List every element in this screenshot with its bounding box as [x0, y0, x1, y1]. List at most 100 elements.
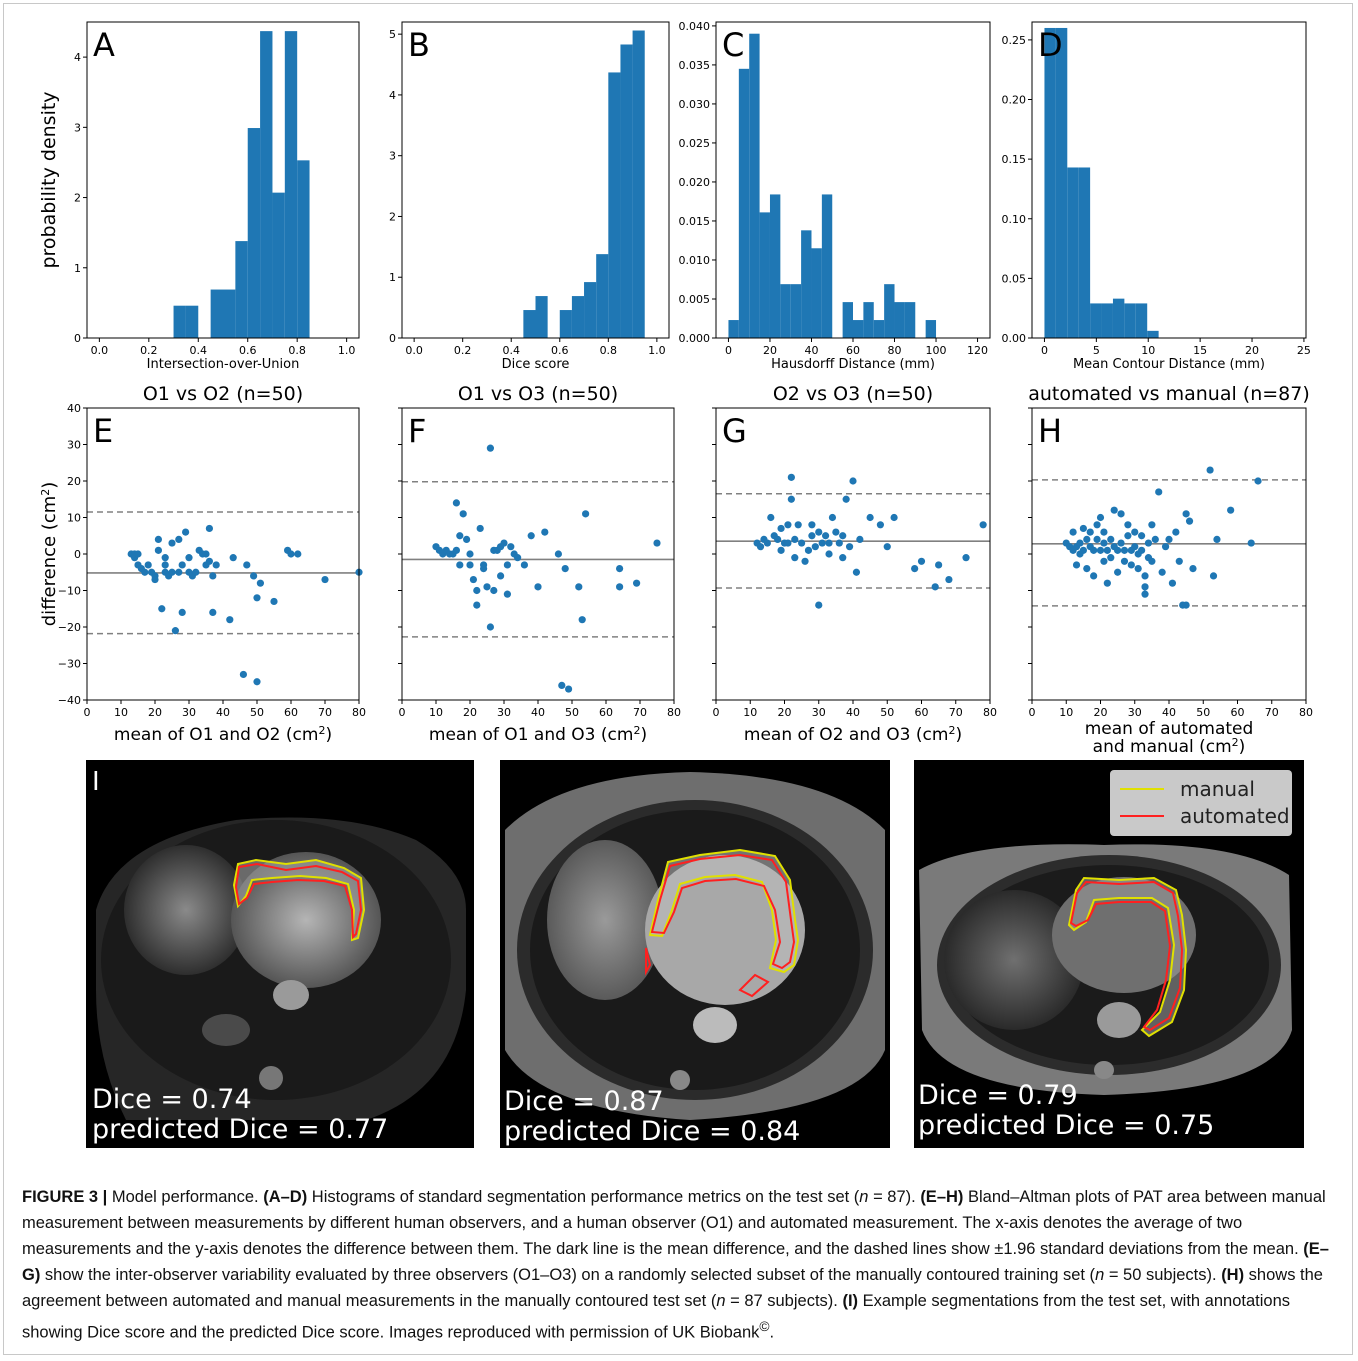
scatter-point	[558, 681, 566, 690]
scatter-point	[1124, 532, 1132, 540]
histogram-bar	[1078, 167, 1091, 338]
scatter-point	[459, 510, 467, 518]
scatter-point	[168, 539, 176, 547]
histogram-bar	[185, 305, 199, 338]
automated-contour-3	[1069, 880, 1184, 1032]
dice-label-1: Dice = 0.74	[92, 1084, 252, 1115]
panel-letter-e: E	[93, 412, 113, 450]
scatter-point	[1185, 517, 1194, 525]
scatter-point	[161, 554, 169, 562]
y-tick-label: 0.035	[679, 59, 711, 72]
x-tick-label: 1.0	[338, 344, 356, 357]
scatter-point	[175, 535, 183, 544]
scatter-point	[1107, 535, 1115, 544]
mri-slice-3: Dice = 0.79 predicted Dice = 0.75 manual…	[918, 770, 1292, 1141]
scatter-point	[243, 561, 251, 569]
scatter-point	[1093, 535, 1101, 544]
scatter-point	[256, 579, 264, 587]
y-tick-label: 2	[389, 210, 396, 223]
y-tick-label: −20	[58, 621, 81, 634]
y-tick-label: 3	[389, 150, 396, 163]
x-tick-label: 20	[148, 706, 162, 719]
histogram-bar	[620, 44, 633, 338]
x-tick-label: 20	[1094, 706, 1108, 719]
histogram-bar	[1147, 330, 1159, 338]
scatter-point	[1141, 583, 1149, 591]
scatter-point	[527, 532, 535, 540]
x-tick-label: 70	[633, 706, 647, 719]
y-tick-label: 0.15	[1002, 153, 1027, 166]
scatter-point	[456, 561, 464, 569]
scatter-point	[1100, 528, 1108, 536]
y-tick-label: 10	[67, 512, 81, 525]
scatter-point	[1096, 513, 1105, 522]
scatter-point	[1144, 539, 1153, 547]
x-tick-label: 80	[983, 706, 997, 719]
histogram-bar	[1044, 27, 1056, 338]
scatter-point	[791, 554, 799, 562]
scatter-point	[1093, 521, 1101, 529]
scatter-point	[1114, 546, 1122, 554]
scatter-point	[794, 521, 802, 529]
x-tick-label: 20	[778, 706, 792, 719]
x-tick-label: 60	[1231, 706, 1245, 719]
caption-text: Model performance.	[107, 1188, 264, 1206]
x-axis-label: Mean Contour Distance (mm)	[1073, 357, 1265, 372]
caption-text: .	[769, 1323, 775, 1342]
x-tick-label: 50	[565, 706, 579, 719]
caption-ref-e-g: (E–G)	[22, 1240, 1329, 1284]
scatter-point	[804, 546, 813, 554]
scatter-point	[209, 572, 217, 580]
scatter-point	[808, 532, 816, 540]
scatter-point	[1141, 572, 1149, 580]
chart-svg-a: 0.0 0.2 0.4 0.6 0.8 1.0 0 1 2 3 4 A Intersection-ove…	[38, 21, 360, 372]
x-tick-label: 0	[1029, 706, 1036, 719]
y-tick-label: 0.015	[679, 215, 711, 228]
segmentation-image-2: Dice = 0.87 predicted Dice = 0.84	[500, 760, 890, 1148]
y-tick-label: 0	[74, 548, 81, 561]
scatter-point	[931, 583, 939, 591]
x-tick-label: 60	[846, 344, 860, 357]
segmentation-legend: manual automated	[1110, 770, 1292, 836]
scatter-point	[168, 568, 176, 576]
scatter-point	[653, 539, 661, 547]
panel-letter-d: D	[1038, 26, 1063, 64]
x-axis-label-end: )	[640, 725, 647, 745]
chart-svg-h: automated vs manual (n=87) 0 10 20 30 40 50 60 7…	[1028, 383, 1313, 757]
histogram-bar	[535, 296, 548, 338]
caption-text: show the inter-observer variability eval…	[40, 1266, 1096, 1284]
x-tick-label: 20	[1245, 344, 1259, 357]
scatter-point	[616, 565, 624, 573]
y-axis-label-end: )	[39, 482, 60, 489]
x-tick-label: 70	[949, 706, 963, 719]
y-axis-label-sup: 2	[39, 489, 52, 496]
histogram-bar	[749, 33, 760, 338]
x-tick-label: 120	[967, 344, 988, 357]
y-tick-label: 20	[67, 475, 81, 488]
scatter-point	[1083, 565, 1091, 573]
scatter-point	[490, 586, 498, 595]
y-tick-label: 0.040	[679, 20, 711, 33]
scatter-point	[1155, 488, 1163, 496]
histogram-bar	[1112, 298, 1125, 338]
y-tick-label: 30	[67, 439, 81, 452]
scatter-point	[480, 565, 488, 573]
predicted-dice-label-3: predicted Dice = 0.75	[918, 1110, 1214, 1141]
histogram-bar	[853, 320, 864, 338]
x-tick-label: 80	[352, 706, 366, 719]
histogram-bar	[759, 212, 770, 338]
scatter-point	[1103, 579, 1111, 587]
automated-contour-2	[645, 853, 796, 998]
caption-n: n	[1095, 1266, 1105, 1284]
scatter-point	[565, 685, 573, 693]
x-axis-label-sup: 2	[1232, 736, 1239, 749]
scatter-point	[784, 521, 792, 529]
y-axis-label: difference (cm2)	[39, 482, 61, 627]
histogram-bar	[811, 248, 822, 338]
scatter-point	[787, 495, 795, 503]
caption-text: shows the agreement between automated an…	[22, 1266, 1323, 1310]
x-tick-label: 50	[1196, 706, 1210, 719]
scatter-point	[473, 601, 481, 609]
